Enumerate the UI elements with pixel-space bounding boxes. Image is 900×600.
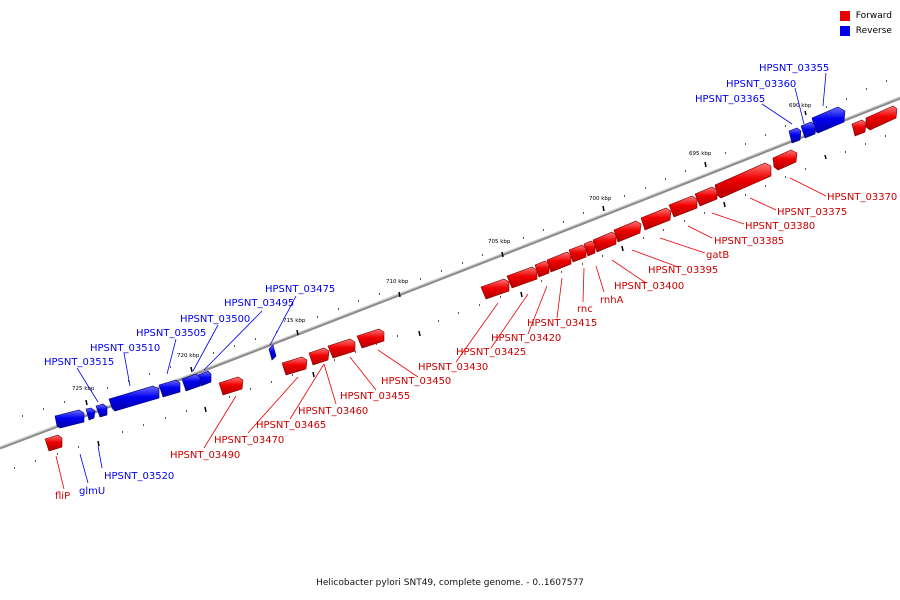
legend-label-forward: Forward [855,10,892,21]
legend-swatch-forward [839,10,850,21]
reverse-genes [54,106,846,429]
tick-label-710: 710 kbp [386,279,409,285]
gene-label-HPSNT_03510: HPSNT_03510 [90,343,160,354]
major-ticks [85,110,827,447]
gene-arrow-fwd-edge-a [865,105,898,131]
gene-arrow-HPSNT_03370 [772,149,798,171]
gene-arrow-HPSNT_03500 [181,373,201,392]
tick-label-705: 705 kbp [488,239,511,245]
gene-arrow-gatB [640,207,672,231]
gene-label-HPSNT_03360: HPSNT_03360 [726,79,796,90]
tick-labels: 690 kbp 695 kbp 700 kbp 705 kbp 710 kbp … [72,103,812,392]
gene-label-fliP: fliP [55,491,70,502]
tick-label-715: 715 kbp [283,318,306,324]
gene-label-HPSNT_03425: HPSNT_03425 [456,347,526,358]
gene-arrow-HPSNT_03400 [592,231,617,253]
reverse-gene-labels: HPSNT_03355 HPSNT_03360 HPSNT_03365 HPSN… [44,63,829,497]
gene-label-HPSNT_03460: HPSNT_03460 [298,406,368,417]
legend: Forward Reverse [839,8,892,38]
gene-label-HPSNT_03385: HPSNT_03385 [714,236,784,247]
gene-arrow-HPSNT_03510 [108,385,160,412]
gene-label-HPSNT_03415: HPSNT_03415 [527,318,597,329]
gene-label-HPSNT_03455: HPSNT_03455 [340,391,410,402]
gene-arrow-HPSNT_03365 [788,127,802,144]
legend-label-reverse: Reverse [855,25,892,36]
gene-label-HPSNT_03380: HPSNT_03380 [745,221,815,232]
gene-arrow-rnhA [583,240,596,257]
gene-arrow-HPSNT_03415 [546,251,572,273]
gene-label-HPSNT_03520: HPSNT_03520 [104,471,174,482]
gene-arrow-HPSNT_03430 [480,278,510,300]
minor-ticks-forward [14,135,886,469]
gene-label-HPSNT_03475: HPSNT_03475 [265,284,335,295]
gene-label-HPSNT_03500: HPSNT_03500 [180,314,250,325]
gene-arrow-HPSNT_03465 [281,356,308,376]
tick-label-700: 700 kbp [589,196,612,202]
gene-label-HPSNT_03515: HPSNT_03515 [44,357,114,368]
legend-item-forward: Forward [839,8,892,23]
gene-label-rnhA: rnhA [600,295,624,306]
gene-label-HPSNT_03400: HPSNT_03400 [614,281,684,292]
tick-label-695: 695 kbp [689,151,712,157]
gene-label-HPSNT_03465: HPSNT_03465 [256,420,326,431]
gene-arrow-HPSNT_03385 [668,195,698,218]
gene-arrow-HPSNT_03355 [811,106,846,134]
gene-arrow-HPSNT_03460 [308,347,330,366]
gene-label-HPSNT_03365: HPSNT_03365 [695,94,765,105]
forward-genes [44,105,898,452]
gene-arrow-HPSNT_03475 [268,344,277,361]
gene-arrow-HPSNT_03450 [356,328,385,349]
gene-label-glmU: glmU [79,486,105,497]
gene-arrow-HPSNT_03505 [158,379,181,398]
gene-arrow-HPSNT_03455 [327,338,356,359]
gene-label-HPSNT_03395: HPSNT_03395 [648,265,718,276]
gene-arrow-HPSNT_03515-b [85,407,96,421]
gene-label-HPSNT_03495: HPSNT_03495 [224,298,294,309]
gene-arrow-HPSNT_03360 [800,121,816,139]
gene-label-HPSNT_03375: HPSNT_03375 [777,207,847,218]
gene-arrow-HPSNT_03520 [54,409,85,429]
leader-lines-reverse [76,72,827,484]
gene-label-HPSNT_03505: HPSNT_03505 [136,328,206,339]
gene-label-HPSNT_03430: HPSNT_03430 [418,362,488,373]
gene-arrow-rnc [568,244,587,263]
gene-arrow-HPSNT_03380 [694,186,718,207]
genome-caption: Helicobacter pylori SNT49, complete geno… [316,578,584,588]
gene-arrow-HPSNT_03395 [613,220,642,243]
gene-arrow-HPSNT_03490 [218,376,244,396]
gene-label-HPSNT_03450: HPSNT_03450 [381,376,451,387]
gene-label-gatB: gatB [706,250,729,261]
gene-arrow-fwd-edge-b [851,119,867,137]
minor-ticks-reverse [22,80,887,417]
tick-label-720: 720 kbp [177,353,200,359]
gene-arrow-HPSNT_03515-a [95,403,108,418]
gene-label-HPSNT_03470: HPSNT_03470 [214,435,284,446]
gene-arrow-HPSNT_03425 [506,266,538,289]
gene-label-HPSNT_03420: HPSNT_03420 [491,333,561,344]
gene-label-rnc: rnc [577,304,593,315]
tick-label-725: 725 kbp [72,386,95,392]
gene-arrow-fliP [44,434,63,452]
gene-label-HPSNT_03490: HPSNT_03490 [170,450,240,461]
gene-arrow-HPSNT_03420 [534,260,550,278]
forward-gene-labels: HPSNT_03370 HPSNT_03375 HPSNT_03380 HPSN… [55,192,897,502]
legend-item-reverse: Reverse [839,23,892,38]
gene-label-HPSNT_03370: HPSNT_03370 [827,192,897,203]
legend-swatch-reverse [839,25,850,36]
tick-label-690: 690 kbp [789,103,812,109]
leader-lines-forward [55,177,827,490]
gene-arrow-HPSNT_03495 [197,370,212,387]
gene-label-HPSNT_03355: HPSNT_03355 [759,63,829,74]
